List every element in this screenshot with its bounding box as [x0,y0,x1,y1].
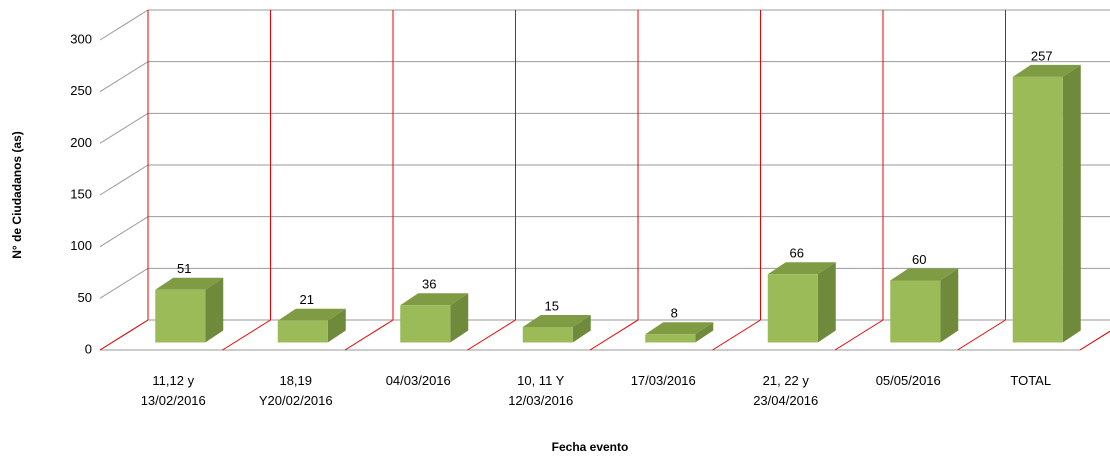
floor-divider [222,319,271,351]
bar-top [277,308,346,321]
x-tick-label: 11,12 y 13/02/2016 [141,373,206,408]
x-tick-line: 23/04/2016 [753,393,818,408]
x-tick-line: 13/02/2016 [141,393,206,408]
floor-divider [957,319,1006,351]
bar [767,262,836,343]
x-tick-line: 12/03/2016 [508,393,573,408]
floor-divider [589,319,639,351]
x-tick-label: 04/03/2016 [386,373,451,388]
x-tick-label: 17/03/2016 [631,373,696,388]
bar [645,322,714,343]
bar-front [155,289,206,343]
floor-divider [1079,330,1110,351]
bar-front [277,320,328,343]
y-tick-label: 0 [85,341,92,356]
x-axis-title: Fecha evento [552,440,629,454]
data-label: 60 [912,252,926,267]
x-tick-line: 11,12 y [152,373,194,388]
bar-top [645,322,714,335]
bar-side [1062,64,1081,343]
bar [890,268,959,343]
y-tick-label: 250 [70,83,92,98]
bar-side [695,322,714,343]
floor-right [1079,330,1110,351]
bar-side [205,277,224,343]
grid-line [99,267,149,299]
bar-front [400,305,451,343]
x-tick-line: 04/03/2016 [386,373,451,388]
x-tick-line: 17/03/2016 [631,373,696,388]
data-label: 257 [1031,48,1053,63]
x-tick-line: TOTAL [1010,373,1051,388]
grid-line [99,112,149,144]
bar-front [890,280,941,343]
grid-line [99,216,149,248]
bar [522,315,591,343]
bar-top [767,262,836,275]
bar-top [155,277,224,290]
x-tick-label: 10, 11 Y 12/03/2016 [508,373,573,408]
x-tick-line: 18,19 [279,373,312,388]
data-label: 8 [671,306,678,321]
y-tick-label: 300 [70,31,92,46]
bar [277,308,346,343]
bar-top [890,268,959,281]
bar-side [327,308,346,343]
grid-line [99,61,149,93]
floor-divider [344,319,394,351]
x-tick-line: 10, 11 Y [517,373,565,388]
x-tick-label: 21, 22 y 23/04/2016 [753,373,818,408]
bar-top [400,293,469,306]
grid-line [99,9,149,41]
bar-top [522,315,591,327]
y-tick-label: 200 [70,135,92,150]
data-label: 21 [300,292,314,307]
bar-side [940,268,959,343]
x-tick-label: 18,19 Y20/02/2016 [259,373,333,408]
grid-line [99,164,149,196]
bar-front [767,274,818,343]
bar [1012,64,1081,343]
bar-front [522,327,573,343]
y-tick-label: 50 [78,290,92,305]
bar [155,277,224,343]
x-tick-label: TOTAL [1010,373,1051,388]
data-label: 51 [177,261,191,276]
y-axis-title: N° de Ciudadanos (as) [10,131,24,258]
bar [400,293,469,343]
data-label: 66 [790,246,804,261]
y-tick-label: 100 [70,238,92,253]
bar-top [1012,64,1081,77]
x-tick-label: 05/05/2016 [876,373,941,388]
x-tick-line: 05/05/2016 [876,373,941,388]
x-tick-line: Y20/02/2016 [259,393,333,408]
floor-divider [99,319,149,351]
floor-divider [467,319,516,351]
x-tick-line: 21, 22 y [763,373,810,388]
bar-front [1012,76,1063,343]
bar-side [450,293,469,343]
bar-side [572,315,591,343]
floor-divider [834,319,884,351]
data-label: 36 [422,277,436,292]
bar-front [645,334,696,343]
y-tick-label: 150 [70,186,92,201]
data-label: 15 [545,298,559,313]
floor-divider [712,319,761,351]
bar-side [817,262,836,343]
